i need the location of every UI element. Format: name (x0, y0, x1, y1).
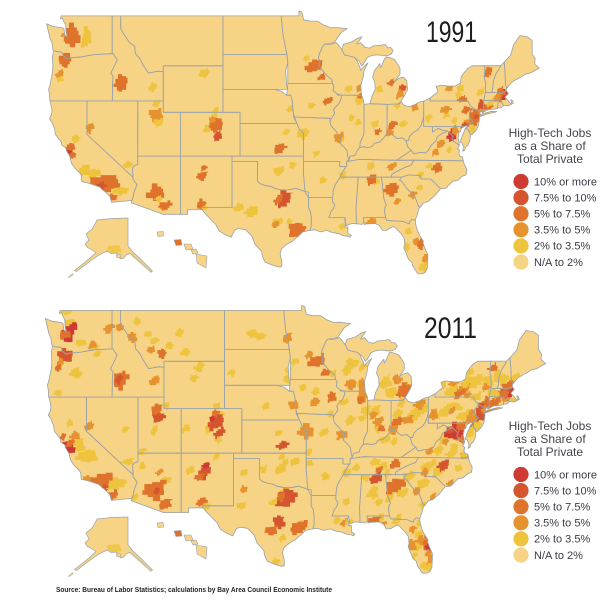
svg-text:1991: 1991 (426, 16, 477, 49)
svg-text:5% to 7.5%: 5% to 7.5% (534, 502, 590, 514)
svg-text:N/A to 2%: N/A to 2% (534, 257, 583, 269)
svg-text:as a Share of: as a Share of (514, 139, 586, 153)
svg-text:Source: Bureau of Labor Statis: Source: Bureau of Labor Statistics; calc… (56, 585, 332, 594)
svg-text:High-Tech Jobs: High-Tech Jobs (509, 419, 592, 433)
svg-text:7.5% to 10%: 7.5% to 10% (534, 485, 597, 497)
svg-text:2011: 2011 (424, 312, 477, 345)
svg-text:10% or more: 10% or more (534, 469, 597, 481)
svg-text:7.5% to 10%: 7.5% to 10% (534, 192, 597, 204)
svg-text:10% or more: 10% or more (534, 176, 597, 188)
svg-text:5% to 7.5%: 5% to 7.5% (534, 209, 590, 221)
svg-text:3.5% to 5%: 3.5% to 5% (534, 518, 590, 530)
svg-text:2% to 3.5%: 2% to 3.5% (534, 534, 590, 546)
svg-text:Total Private: Total Private (517, 445, 583, 459)
svg-text:2% to 3.5%: 2% to 3.5% (534, 241, 590, 253)
svg-text:High-Tech Jobs: High-Tech Jobs (509, 126, 592, 140)
svg-text:as a Share of: as a Share of (514, 432, 586, 446)
svg-text:Total Private: Total Private (517, 152, 583, 166)
svg-text:3.5% to 5%: 3.5% to 5% (534, 225, 590, 237)
svg-text:N/A to 2%: N/A to 2% (534, 550, 583, 562)
